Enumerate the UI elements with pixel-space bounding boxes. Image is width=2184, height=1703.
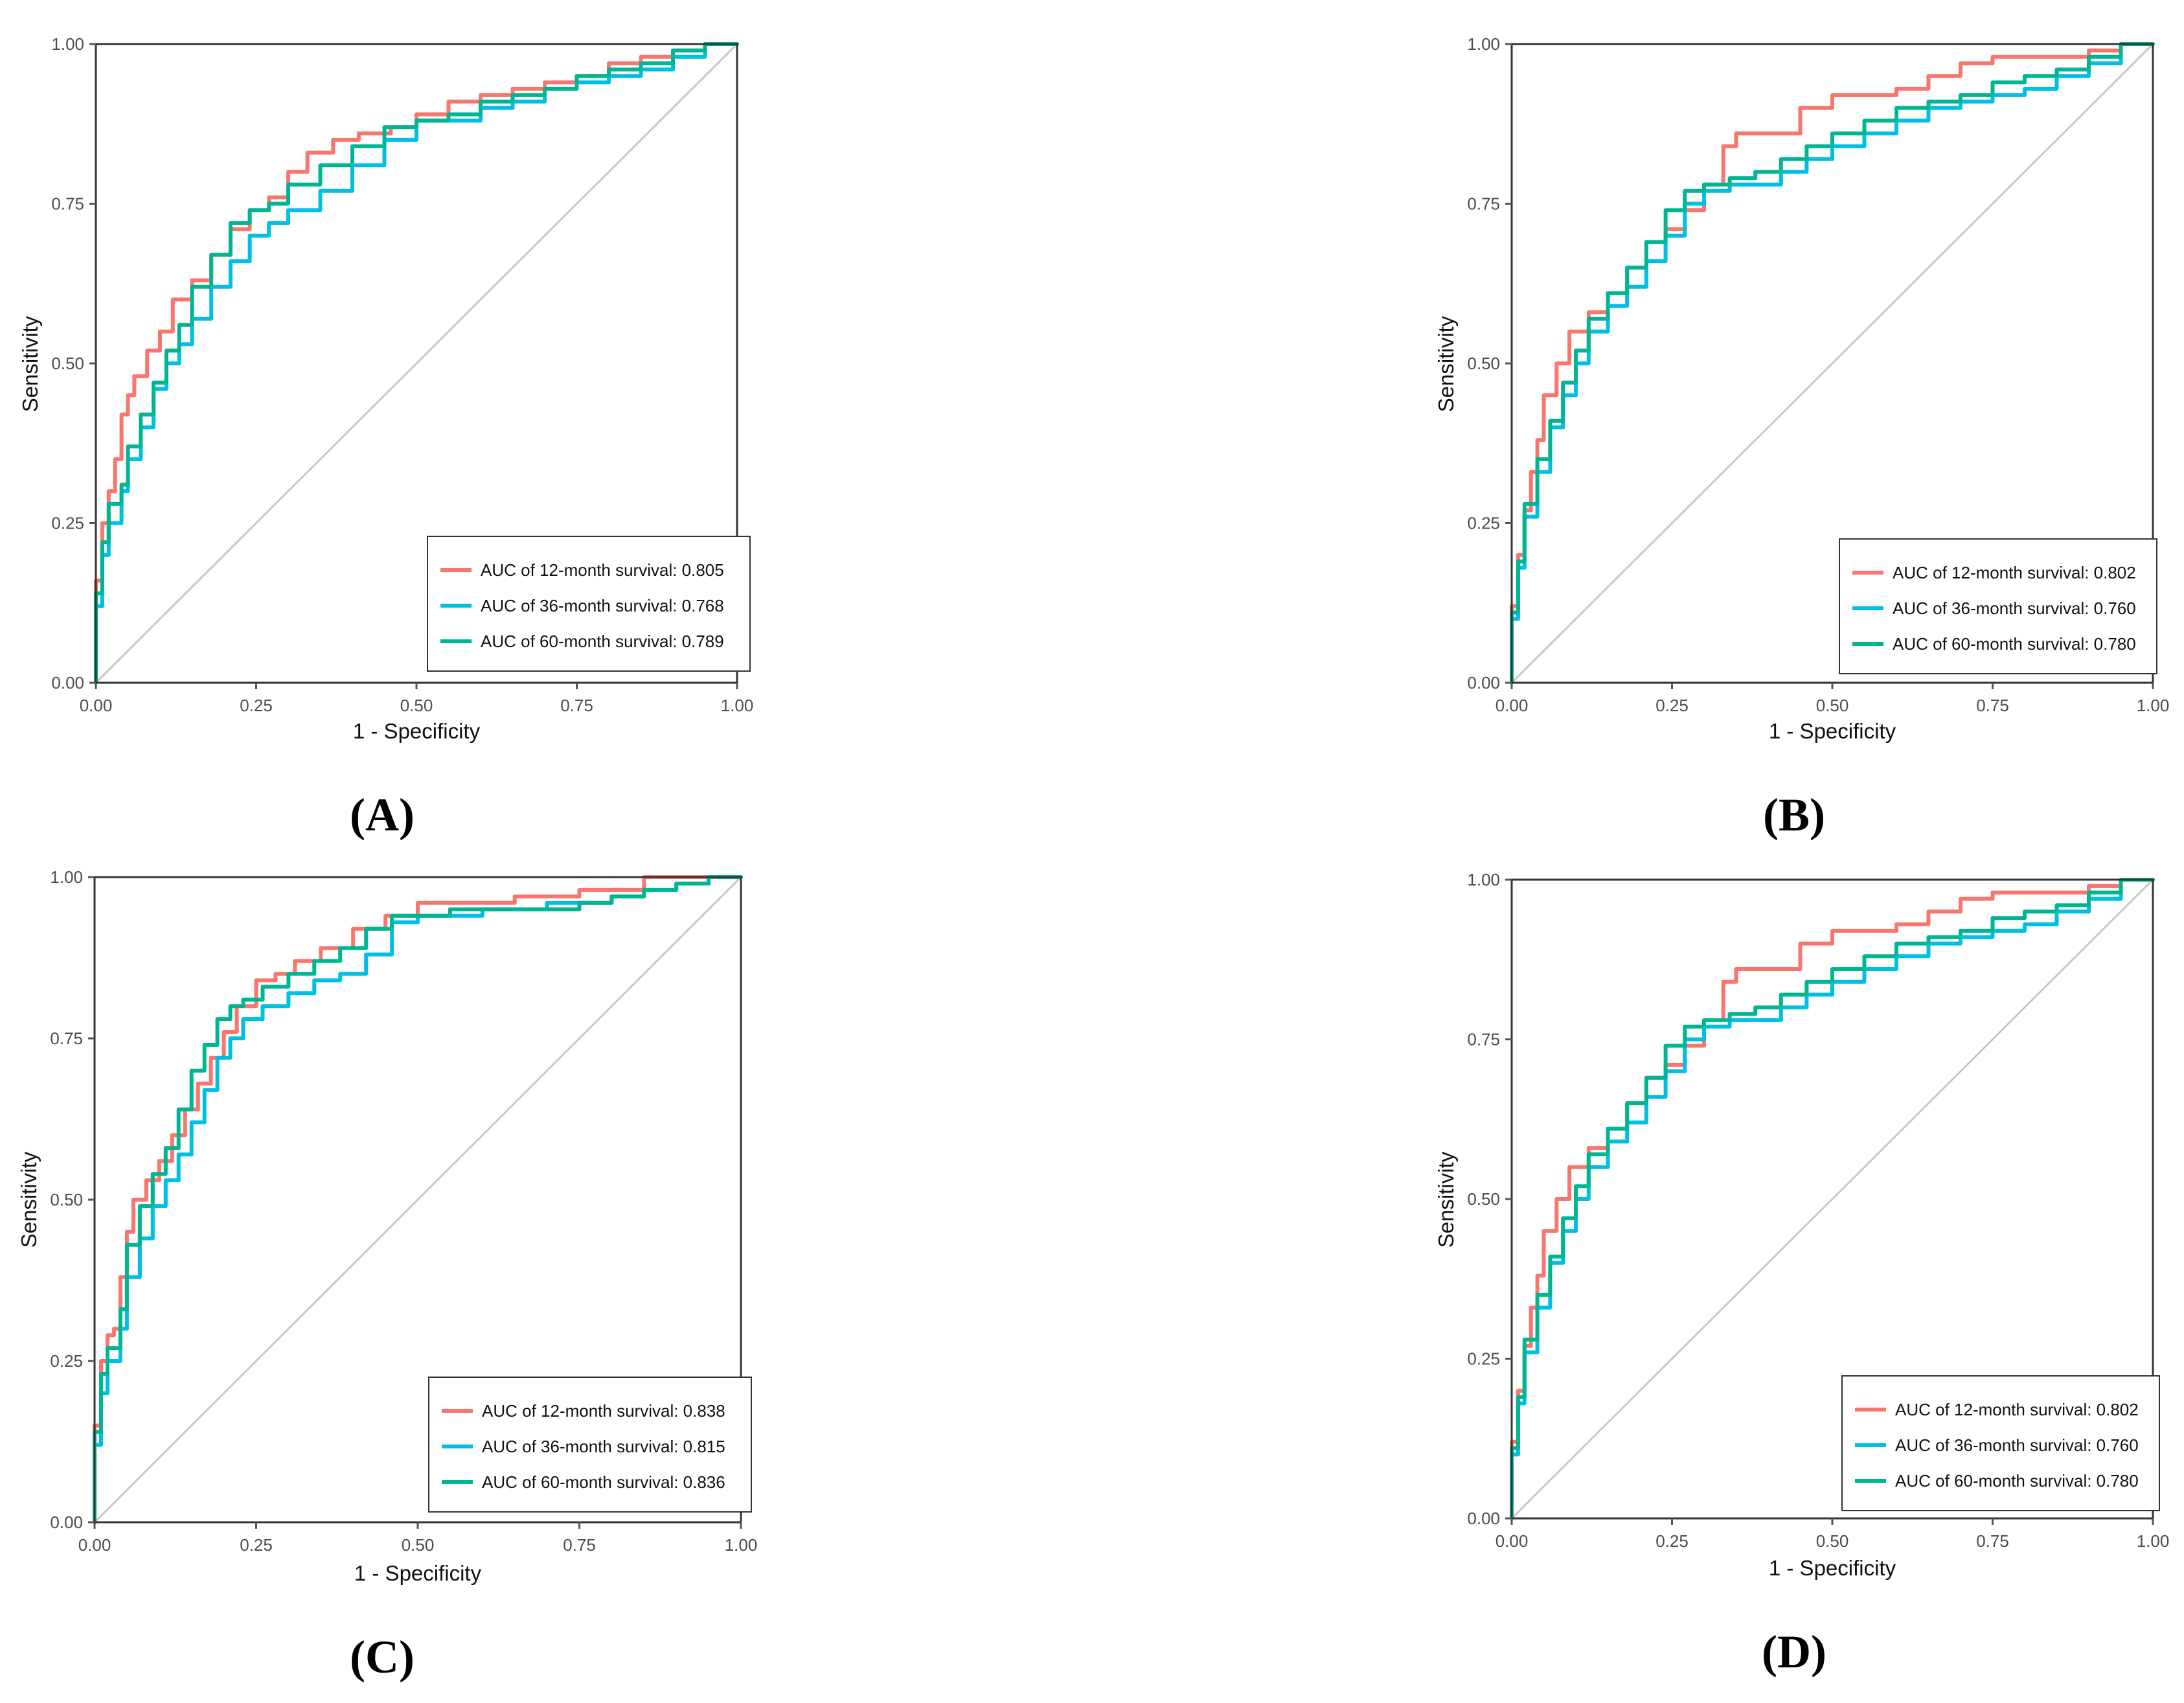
panel-label: (A)	[350, 789, 415, 841]
x-tick-label: 1.00	[2137, 1531, 2170, 1551]
legend-box	[427, 536, 751, 672]
reference-diagonal	[95, 43, 738, 684]
legend-entry-label: AUC of 36-month survival: 0.760	[1893, 599, 2136, 618]
x-tick-label: 0.25	[1655, 1531, 1689, 1551]
y-tick-label: 0.50	[51, 354, 84, 373]
y-tick-label: 0.25	[50, 1351, 83, 1371]
reference-diagonal	[1510, 43, 2154, 684]
legend: AUC of 12-month survival: 0.838 AUC of 36…	[428, 1377, 752, 1513]
y-tick-label: 0.25	[1467, 1349, 1500, 1369]
y-tick-label: 0.00	[51, 673, 84, 692]
reference-diagonal	[1510, 878, 2154, 1520]
legend: AUC of 12-month survival: 0.802 AUC of 36…	[1841, 1375, 2160, 1511]
chart-panel-4: 0.00 0.25 0.50 0.75 1.00 0.00 0.25 0.50 0.75 1.00…	[1434, 870, 2169, 1678]
legend: AUC of 12-month survival: 0.802 AUC of 36…	[1839, 538, 2157, 674]
legend-box	[1839, 538, 2157, 674]
legend-entry-label: AUC of 36-month survival: 0.760	[1895, 1435, 2139, 1455]
roc-curve-series-3	[1510, 878, 2155, 1520]
y-axis-label: Sensitivity	[1434, 315, 1458, 412]
x-tick-label: 1.00	[725, 1535, 758, 1555]
legend-entry-label: AUC of 60-month survival: 0.836	[482, 1472, 725, 1492]
x-tick-label: 0.75	[1976, 1531, 2009, 1551]
y-tick-label: 1.00	[51, 34, 84, 54]
legend-entry-label: AUC of 36-month survival: 0.768	[481, 596, 724, 615]
y-tick-label: 1.00	[1467, 34, 1500, 54]
y-tick-label: 0.25	[1467, 514, 1500, 533]
legend-box	[1841, 1375, 2160, 1511]
y-tick-label: 0.75	[1467, 194, 1500, 214]
x-tick-label: 0.00	[80, 696, 113, 715]
x-axis-label: 1 - Specificity	[353, 719, 481, 743]
chart-panel-1: 0.00 0.25 0.50 0.75 1.00 0.00 0.25 0.50 0.75 1.00…	[18, 34, 753, 841]
roc-curve-series-3	[94, 42, 739, 685]
y-tick-label: 0.75	[50, 1029, 83, 1048]
roc-curve-series-1	[1510, 42, 2155, 685]
x-tick-label: 1.00	[2137, 696, 2170, 715]
y-axis-label: Sensitivity	[18, 315, 42, 412]
legend-entry-label: AUC of 12-month survival: 0.802	[1895, 1400, 2139, 1419]
x-tick-label: 1.00	[721, 696, 754, 715]
x-tick-label: 0.75	[1976, 696, 2009, 715]
legend-entry-label: AUC of 60-month survival: 0.789	[481, 632, 724, 651]
chart-panel-2: 0.00 0.25 0.50 0.75 1.00 0.00 0.25 0.50 0.75 1.00…	[1434, 34, 2169, 841]
legend: AUC of 12-month survival: 0.805 AUC of 36…	[427, 536, 751, 672]
chart-panel-3: 0.00 0.25 0.50 0.75 1.00 0.00 0.25 0.50 0.75 1.00…	[17, 867, 757, 1683]
x-tick-label: 0.25	[240, 696, 273, 715]
y-tick-label: 0.75	[1467, 1030, 1500, 1049]
roc-curve-series-1	[1510, 878, 2155, 1520]
y-tick-label: 0.25	[51, 514, 84, 533]
legend-box	[428, 1377, 752, 1513]
y-tick-label: 1.00	[50, 867, 83, 887]
x-tick-label: 0.50	[1816, 696, 1849, 715]
roc-curve-series-3	[1510, 42, 2155, 685]
x-tick-label: 0.50	[1816, 1531, 1849, 1551]
y-tick-label: 0.00	[1467, 1509, 1500, 1528]
x-axis-label: 1 - Specificity	[1769, 1556, 1896, 1580]
x-axis-label: 1 - Specificity	[354, 1561, 482, 1585]
legend-entry-label: AUC of 60-month survival: 0.780	[1895, 1471, 2139, 1491]
x-tick-label: 0.75	[563, 1535, 596, 1555]
legend-entry-label: AUC of 36-month survival: 0.815	[482, 1437, 725, 1456]
x-tick-label: 0.75	[560, 696, 593, 715]
y-axis-label: Sensitivity	[1434, 1151, 1458, 1248]
legend-entry-label: AUC of 12-month survival: 0.838	[482, 1401, 725, 1421]
y-tick-label: 0.50	[1467, 354, 1500, 373]
y-tick-label: 0.75	[51, 194, 84, 214]
y-tick-label: 1.00	[1467, 870, 1500, 889]
reference-diagonal	[93, 876, 742, 1524]
x-axis-label: 1 - Specificity	[1769, 719, 1896, 743]
x-tick-label: 0.00	[78, 1535, 111, 1555]
panel-label: (D)	[1762, 1626, 1826, 1678]
x-tick-label: 0.00	[1496, 1531, 1529, 1551]
roc-curve-series-1	[93, 875, 743, 1524]
legend-entry-label: AUC of 60-month survival: 0.780	[1893, 634, 2136, 654]
y-tick-label: 0.50	[50, 1190, 83, 1209]
y-tick-label: 0.50	[1467, 1189, 1500, 1209]
panel-label: (B)	[1763, 789, 1825, 841]
panel-label: (C)	[350, 1631, 415, 1683]
roc-curve-series-3	[93, 875, 743, 1524]
roc-curve-series-2	[93, 875, 743, 1524]
x-tick-label: 0.50	[402, 1535, 435, 1555]
y-axis-label: Sensitivity	[17, 1151, 41, 1248]
x-tick-label: 0.25	[1655, 696, 1689, 715]
x-tick-label: 0.50	[400, 696, 433, 715]
x-tick-label: 0.25	[240, 1535, 273, 1555]
x-tick-label: 0.00	[1496, 696, 1529, 715]
y-tick-label: 0.00	[50, 1513, 83, 1532]
legend-entry-label: AUC of 12-month survival: 0.805	[481, 560, 724, 580]
legend-entry-label: AUC of 12-month survival: 0.802	[1893, 563, 2136, 582]
y-tick-label: 0.00	[1467, 673, 1500, 692]
